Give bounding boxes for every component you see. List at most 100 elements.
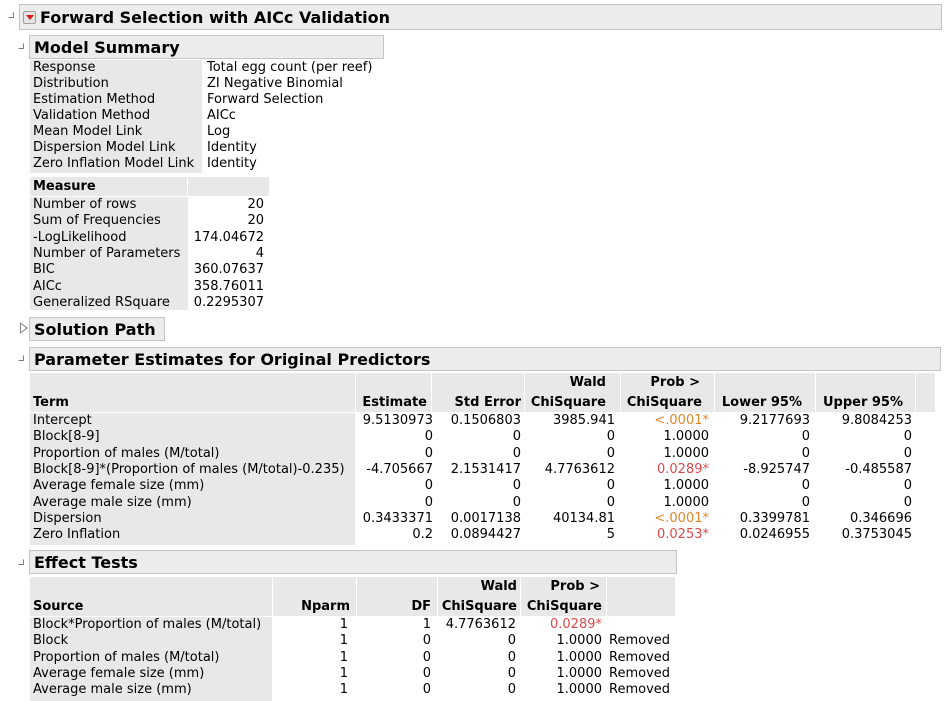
et-wald: 0 bbox=[507, 649, 516, 665]
effect-tests-title: Effect Tests bbox=[34, 553, 138, 572]
summary-label: Response bbox=[33, 60, 96, 75]
pe-col-upper: Upper 95% bbox=[822, 395, 903, 410]
measure-value: 0.2295307 bbox=[193, 294, 264, 310]
pe-upper: 0 bbox=[903, 494, 912, 510]
summary-label: Dispersion Model Link bbox=[33, 140, 176, 155]
disclosure-open-icon[interactable] bbox=[18, 559, 24, 565]
et-note: Removed bbox=[609, 649, 671, 665]
pe-upper: 0.346696 bbox=[849, 510, 912, 526]
et-col-wald-2: ChiSquare bbox=[441, 599, 517, 614]
model-summary-header[interactable]: Model Summary bbox=[29, 35, 384, 59]
measure-label: Generalized RSquare bbox=[33, 294, 170, 310]
pe-upper: 0 bbox=[903, 478, 912, 494]
pe-term: Average male size (mm) bbox=[33, 494, 192, 510]
measure-value: 174.04672 bbox=[193, 229, 264, 245]
measure-label: Number of rows bbox=[33, 197, 137, 212]
pe-term: Dispersion bbox=[33, 510, 102, 526]
et-prob: 1.0000 bbox=[556, 649, 603, 665]
pe-lower: 0 bbox=[801, 429, 810, 445]
pe-upper: -0.485587 bbox=[845, 461, 912, 477]
measure-column-header: Measure bbox=[33, 179, 96, 194]
et-source: Block*Proportion of males (M/total) bbox=[33, 617, 262, 632]
pe-term: Block[8-9]*(Proportion of males (M/total… bbox=[33, 461, 345, 477]
et-prob: 1.0000 bbox=[556, 633, 603, 649]
et-df: 0 bbox=[422, 665, 431, 681]
pe-prob: <.0001* bbox=[654, 510, 709, 526]
parameter-estimates-title: Parameter Estimates for Original Predict… bbox=[34, 350, 431, 369]
pe-col-std-error: Std Error bbox=[454, 395, 521, 410]
summary-value: ZI Negative Binomial bbox=[207, 76, 343, 91]
et-wald: 0 bbox=[507, 682, 516, 698]
pe-estimate: 9.5130973 bbox=[362, 413, 433, 428]
solution-path-title: Solution Path bbox=[34, 320, 156, 339]
summary-label: Mean Model Link bbox=[33, 124, 143, 139]
measure-label: Number of Parameters bbox=[33, 245, 181, 261]
report-header: Forward Selection with AICc Validation bbox=[19, 4, 942, 30]
et-col-source: Source bbox=[33, 599, 84, 614]
pe-lower: 0 bbox=[801, 445, 810, 461]
pe-col-lower: Lower 95% bbox=[721, 395, 802, 410]
pe-lower: 9.2177693 bbox=[739, 413, 810, 428]
pe-estimate: 0 bbox=[424, 429, 433, 445]
et-prob: 1.0000 bbox=[556, 682, 603, 698]
report-title: Forward Selection with AICc Validation bbox=[40, 8, 390, 27]
parameter-estimates-header[interactable]: Parameter Estimates for Original Predict… bbox=[29, 347, 941, 371]
pe-upper: 0 bbox=[903, 429, 912, 445]
pe-term: Zero Inflation bbox=[33, 527, 121, 543]
pe-upper: 9.8084253 bbox=[841, 413, 912, 428]
summary-label: Validation Method bbox=[33, 108, 151, 123]
pe-prob: <.0001* bbox=[654, 413, 709, 428]
disclosure-open-icon[interactable] bbox=[18, 43, 24, 49]
effect-tests-header[interactable]: Effect Tests bbox=[29, 550, 677, 574]
et-nparm: 1 bbox=[339, 665, 348, 681]
pe-wald: 0 bbox=[606, 429, 615, 445]
et-df: 0 bbox=[422, 649, 431, 665]
pe-wald: 0 bbox=[606, 445, 615, 461]
summary-value: Log bbox=[207, 124, 231, 139]
pe-col-prob-1: Prob > bbox=[650, 375, 700, 390]
pe-lower: 0 bbox=[801, 494, 810, 510]
et-col-prob-2: ChiSquare bbox=[526, 599, 602, 614]
solution-path-header[interactable]: Solution Path bbox=[29, 317, 165, 341]
pe-col-prob-2: ChiSquare bbox=[626, 395, 702, 410]
pe-prob: 1.0000 bbox=[663, 429, 710, 445]
disclosure-open-icon[interactable] bbox=[8, 12, 14, 18]
pe-wald: 0 bbox=[606, 494, 615, 510]
disclosure-open-icon[interactable] bbox=[18, 355, 24, 361]
et-df: 0 bbox=[422, 682, 431, 698]
summary-value: Identity bbox=[207, 156, 257, 171]
et-wald: 0 bbox=[507, 633, 516, 649]
pe-lower: 0.0246955 bbox=[739, 527, 810, 543]
summary-value: Total egg count (per reef) bbox=[207, 60, 373, 75]
pe-estimate: 0.2 bbox=[412, 527, 433, 543]
et-col-prob-1: Prob > bbox=[550, 579, 600, 594]
pe-std-error: 0.0894427 bbox=[450, 527, 521, 543]
et-nparm: 1 bbox=[339, 633, 348, 649]
et-source: Average female size (mm) bbox=[33, 665, 205, 681]
pe-lower: 0.3399781 bbox=[739, 510, 810, 526]
summary-value: Forward Selection bbox=[207, 92, 324, 107]
measure-value: 20 bbox=[247, 197, 264, 212]
summary-label: Estimation Method bbox=[33, 92, 156, 107]
pe-col-estimate: Estimate bbox=[362, 395, 427, 410]
et-note: Removed bbox=[609, 633, 671, 649]
measure-value: 20 bbox=[247, 213, 264, 229]
et-source: Proportion of males (M/total) bbox=[33, 649, 220, 665]
summary-value: Identity bbox=[207, 140, 257, 155]
pe-estimate: 0 bbox=[424, 494, 433, 510]
measure-label: -LogLikelihood bbox=[33, 229, 127, 245]
et-nparm: 1 bbox=[339, 682, 348, 698]
pe-term: Block[8-9] bbox=[33, 429, 100, 445]
model-summary-title: Model Summary bbox=[34, 38, 180, 57]
measure-label: Sum of Frequencies bbox=[33, 213, 161, 229]
pe-std-error: 0 bbox=[512, 445, 521, 461]
pe-term: Proportion of males (M/total) bbox=[33, 445, 220, 461]
pe-std-error: 0.1506803 bbox=[450, 413, 521, 428]
measure-label: BIC bbox=[33, 262, 55, 278]
red-triangle-menu-icon[interactable] bbox=[23, 11, 36, 24]
pe-upper: 0 bbox=[903, 445, 912, 461]
pe-prob: 0.0289* bbox=[657, 461, 709, 477]
pe-lower: 0 bbox=[801, 478, 810, 494]
et-col-df: DF bbox=[411, 599, 431, 614]
disclosure-closed-icon[interactable] bbox=[20, 322, 28, 334]
